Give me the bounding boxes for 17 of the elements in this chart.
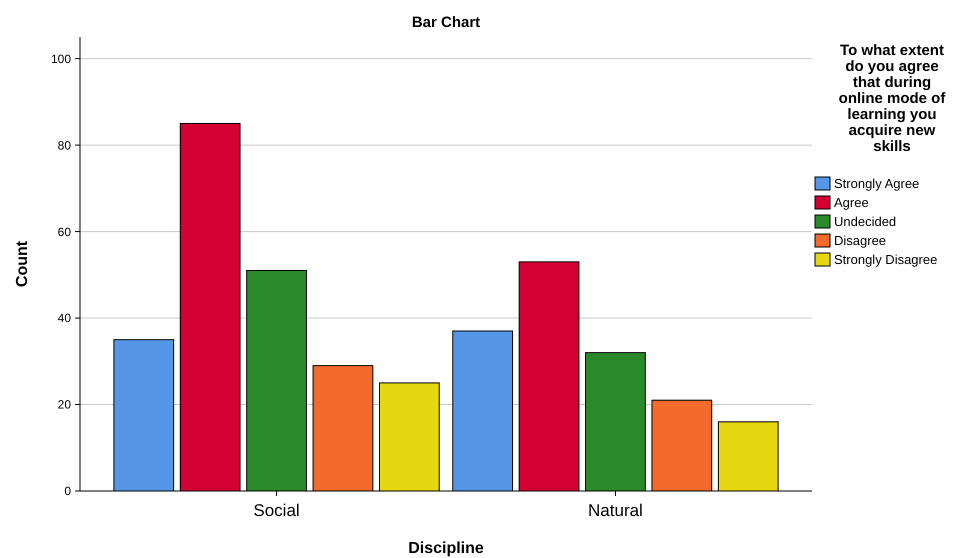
x-tick-label: Social (253, 501, 300, 520)
chart-title: Bar Chart (412, 14, 480, 31)
legend-label: Strongly Agree (834, 176, 920, 191)
y-tick-label: 0 (64, 484, 72, 498)
legend-label: Agree (834, 195, 869, 210)
y-tick-label: 80 (58, 138, 72, 152)
legend-title: To what extent do you agree that during online mode of learning you acquire new skills (838, 42, 946, 155)
legend-label: Strongly Disagree (834, 252, 938, 267)
y-tick-label: 100 (50, 52, 72, 66)
x-tick-label: Natural (588, 501, 643, 520)
y-tick-label: 40 (58, 311, 72, 326)
y-tick-label: 60 (58, 224, 72, 239)
legend-label: Disagree (834, 233, 886, 248)
x-axis-title: Discipline (408, 540, 484, 557)
y-axis-title: Count (14, 240, 31, 288)
legend-label: Undecided (834, 214, 896, 229)
y-tick-label: 20 (58, 398, 72, 412)
